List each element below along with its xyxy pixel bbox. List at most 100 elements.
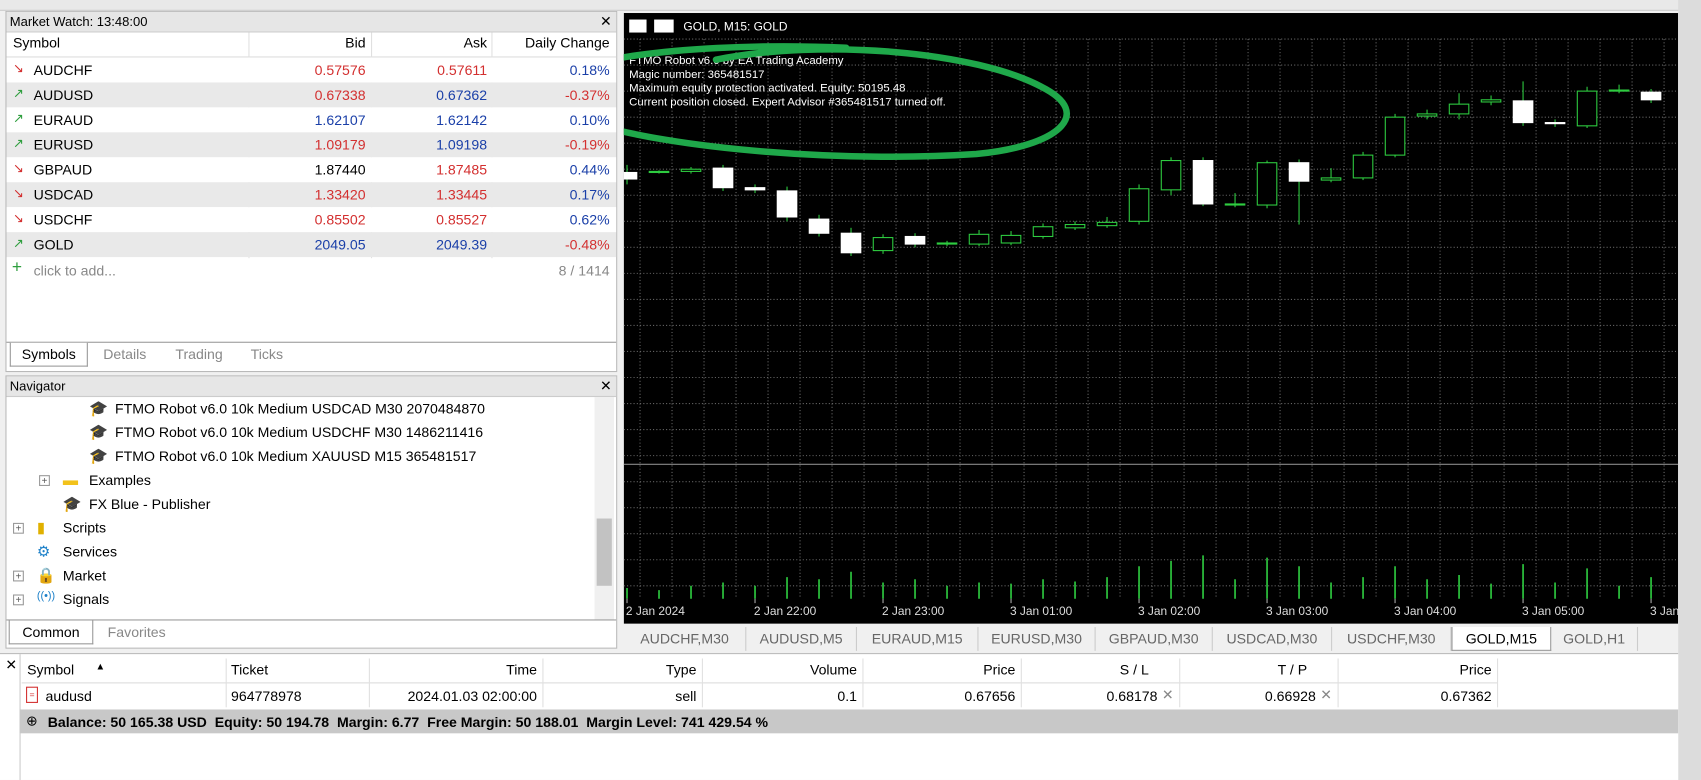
chart-tab[interactable]: GOLD,H1 bbox=[1551, 627, 1639, 651]
symbol: AUDCHF bbox=[33, 61, 93, 79]
arrow-up: ↗ bbox=[13, 135, 24, 151]
bid: 0.85502 bbox=[314, 211, 366, 228]
arrow-up: ↗ bbox=[13, 235, 24, 251]
trade-cell: 0.67656 bbox=[964, 687, 1016, 705]
candle-body bbox=[1448, 103, 1470, 115]
market-row[interactable]: ↗ AUDUSD 0.67338 0.67362 -0.37% bbox=[6, 82, 617, 108]
bid: 0.57576 bbox=[314, 61, 366, 79]
tab[interactable]: Favorites bbox=[107, 623, 166, 641]
symbol: USDCHF bbox=[33, 211, 93, 228]
tree-item[interactable]: Market bbox=[62, 567, 107, 584]
tree-icon: 🎓 bbox=[88, 399, 108, 417]
tree-item[interactable]: Services bbox=[62, 543, 118, 560]
scroll-thumb[interactable] bbox=[596, 518, 612, 586]
scrollbar[interactable] bbox=[594, 397, 614, 621]
candle-body bbox=[1128, 188, 1150, 222]
arrow-down: ↘ bbox=[13, 60, 24, 76]
chart-tab[interactable]: USDCAD,M30 bbox=[1213, 627, 1333, 651]
tree-item[interactable]: FTMO Robot v6.0 10k Medium USDCAD M30 20… bbox=[114, 400, 485, 417]
tree-icon: 🎓 bbox=[62, 494, 82, 513]
arrow-down: ↘ bbox=[13, 185, 24, 201]
bid: 1.09179 bbox=[314, 136, 366, 153]
toolbox-panel: ✕ Symbol Ticket Time Type Volume Price S / L T … bbox=[0, 653, 1679, 780]
tree-item[interactable]: FTMO Robot v6.0 10k Medium XAUUSD M15 36… bbox=[114, 448, 477, 465]
trade-cell: audusd bbox=[45, 687, 92, 705]
market-row[interactable]: ↘ AUDCHF 0.57576 0.57611 0.18% bbox=[6, 57, 617, 83]
tab[interactable]: Ticks bbox=[250, 346, 284, 363]
candle-body bbox=[1000, 234, 1022, 244]
time-label: 2 Jan 22:00 bbox=[754, 604, 817, 618]
column-header: Bid bbox=[345, 34, 366, 51]
add-symbol[interactable]: click to add... bbox=[33, 262, 116, 279]
tab[interactable]: Trading bbox=[175, 346, 223, 363]
trade-cell: 964778978 bbox=[231, 687, 302, 705]
symbol: GOLD bbox=[33, 236, 74, 253]
chart-tab[interactable]: AUDCHF,M30 bbox=[624, 627, 747, 651]
symbol: GBPAUD bbox=[33, 161, 93, 178]
candle-body bbox=[1384, 116, 1406, 156]
candle-body bbox=[712, 167, 734, 189]
trade-cell: 0.1 bbox=[837, 687, 857, 705]
market-row[interactable]: ↗ GOLD 2049.05 2049.39 -0.48% bbox=[6, 232, 617, 258]
chart-tab[interactable]: GBPAUD,M30 bbox=[1096, 627, 1213, 651]
close-button[interactable]: ✕ bbox=[5, 656, 18, 673]
market-row[interactable]: ↗ EURAUD 1.62107 1.62142 0.10% bbox=[6, 107, 617, 133]
column-header: S / L bbox=[1119, 661, 1149, 678]
tree-item[interactable]: Examples bbox=[88, 471, 151, 489]
chart-tab[interactable]: AUDUSD,M5 bbox=[746, 627, 857, 651]
arrow-down: ↘ bbox=[13, 160, 24, 176]
tab[interactable]: Details bbox=[103, 346, 147, 363]
tab-strip bbox=[6, 619, 617, 621]
close-button[interactable]: ✕ bbox=[599, 377, 612, 394]
column-header: Price bbox=[1459, 661, 1492, 678]
chart-icon bbox=[629, 19, 647, 33]
tab[interactable]: Common bbox=[8, 620, 94, 645]
chart-tab[interactable]: GOLD,M15 bbox=[1451, 627, 1552, 651]
candle-body bbox=[1320, 177, 1342, 181]
market-row[interactable]: ↘ USDCAD 1.33420 1.33445 0.17% bbox=[6, 182, 617, 208]
candle-body bbox=[840, 232, 862, 254]
remove-button[interactable]: ✕ bbox=[1161, 686, 1174, 703]
add-icon: + bbox=[11, 258, 23, 277]
ask: 0.85527 bbox=[436, 211, 488, 228]
column-header: Volume bbox=[809, 661, 857, 678]
market-row[interactable]: ↗ EURUSD 1.09179 1.09198 -0.19% bbox=[6, 132, 617, 158]
time-label: 3 Jan 05:00 bbox=[1522, 604, 1585, 618]
market-row[interactable]: ↘ GBPAUD 1.87440 1.87485 0.44% bbox=[6, 157, 617, 183]
tree-item[interactable]: FTMO Robot v6.0 10k Medium USDCHF M30 14… bbox=[114, 424, 484, 441]
candle-body bbox=[1160, 160, 1182, 191]
ask: 1.87485 bbox=[436, 161, 488, 178]
column-divider bbox=[1497, 658, 1499, 708]
chart-tab[interactable]: EURAUD,M15 bbox=[857, 627, 979, 651]
time-label: 2 Jan 2024 bbox=[626, 604, 685, 618]
chart-tab[interactable]: USDCHF,M30 bbox=[1332, 627, 1452, 651]
column-divider bbox=[862, 658, 864, 708]
tab[interactable]: Symbols bbox=[9, 342, 88, 367]
tree-icon: ▬ bbox=[62, 470, 79, 489]
candle-body bbox=[1192, 160, 1214, 205]
candle-body bbox=[872, 237, 894, 252]
balance-row: ⊕ Balance: 50 165.38 USD Equity: 50 194.7… bbox=[19, 709, 1679, 734]
info-line: Magic number: 365481517 bbox=[629, 69, 764, 81]
column-divider bbox=[1020, 658, 1022, 708]
candle-body bbox=[808, 218, 830, 234]
expand-box: + bbox=[13, 594, 24, 606]
close-button[interactable]: ✕ bbox=[599, 13, 612, 30]
market-watch-title: Market Watch: 13:48:00 bbox=[6, 11, 617, 33]
market-row[interactable]: ↘ USDCHF 0.85502 0.85527 0.62% bbox=[6, 207, 617, 233]
chart-tab[interactable]: EURUSD,M30 bbox=[978, 627, 1096, 651]
column-header: Daily Change bbox=[524, 34, 610, 51]
tree-item[interactable]: Signals bbox=[62, 591, 110, 608]
chart-icon bbox=[654, 19, 674, 33]
bid: 2049.05 bbox=[314, 236, 366, 253]
remove-button[interactable]: ✕ bbox=[1320, 686, 1333, 703]
symbol: AUDUSD bbox=[33, 86, 94, 104]
candle-body bbox=[744, 187, 766, 191]
tree-item[interactable]: Scripts bbox=[62, 519, 107, 536]
time-label: 3 Jan 03:00 bbox=[1266, 604, 1329, 618]
navigator-panel: Navigator ✕ 🎓 FTMO Robot v6.0 10k Medium … bbox=[5, 375, 618, 649]
tree-icon: 🔒 bbox=[36, 566, 56, 584]
tree-item[interactable]: FX Blue - Publisher bbox=[88, 495, 211, 513]
candle-body bbox=[1096, 221, 1118, 227]
candle-body bbox=[1576, 90, 1598, 127]
